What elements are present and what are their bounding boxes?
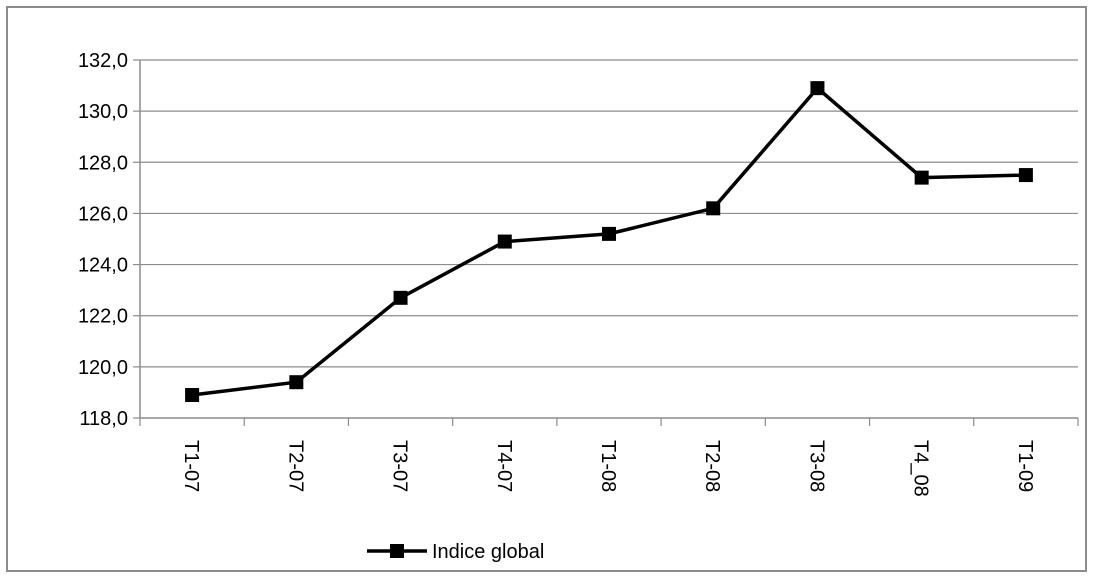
data-point-marker — [289, 375, 304, 390]
data-point-marker — [1018, 168, 1033, 183]
y-tick-label: 132,0 — [78, 50, 128, 72]
chart-frame — [6, 6, 1087, 572]
legend-label: Indice global — [432, 541, 544, 563]
axes — [133, 59, 1079, 426]
series-indice-global — [185, 81, 1033, 402]
x-tick-labels: T1-07 T2-07 T3-07 T4-07 T1-08 T2-08 T3-08 T4_08… — [180, 440, 1036, 497]
y-tick-label: 126,0 — [78, 203, 128, 225]
gridlines — [140, 59, 1078, 368]
data-point-marker — [497, 234, 512, 249]
legend: Indice global — [367, 541, 544, 563]
data-point-marker — [185, 387, 200, 402]
x-tick-label: T1-07 — [180, 440, 202, 492]
y-tick-label: 130,0 — [78, 101, 128, 123]
data-point-marker — [810, 81, 825, 96]
y-tick-label: 124,0 — [78, 255, 128, 277]
x-tick-label: T2-07 — [284, 440, 306, 492]
x-tick-label: T3-07 — [389, 440, 411, 492]
x-tick-label: T2-08 — [701, 440, 723, 492]
data-point-marker — [706, 201, 721, 216]
y-tick-label: 128,0 — [78, 152, 128, 174]
x-tick-label: T4-07 — [493, 440, 515, 492]
data-point-marker — [914, 170, 929, 185]
x-tick-label: T3-08 — [805, 440, 827, 492]
y-tick-label: 120,0 — [78, 357, 128, 379]
data-point-marker — [602, 226, 616, 241]
y-tick-label: 122,0 — [78, 306, 128, 328]
data-point-marker — [393, 290, 408, 305]
y-tick-label: 118,0 — [79, 408, 128, 430]
series-line — [191, 86, 1026, 397]
x-tick-label: T4_08 — [910, 440, 932, 497]
x-tick-label: T1-09 — [1014, 440, 1036, 492]
legend-marker-swatch — [390, 544, 404, 558]
y-tick-labels: 118,0 120,0 122,0 124,0 126,0 128,0 130,0 132,0 — [78, 50, 128, 430]
x-tick-label: T1-08 — [597, 440, 619, 492]
